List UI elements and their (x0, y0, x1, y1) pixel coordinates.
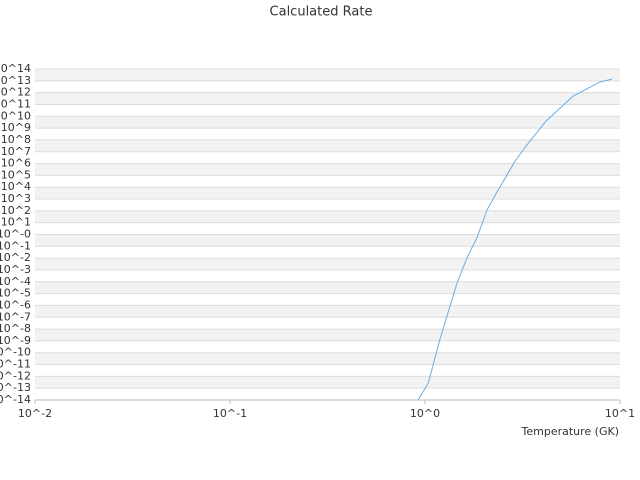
y-tick-label: 10^5 (1, 168, 31, 181)
y-tick-label: 10^-3 (0, 263, 31, 276)
y-tick-label: 10^-0 (0, 228, 31, 241)
grid-band (35, 139, 620, 152)
y-tick-label: 10^12 (0, 86, 31, 99)
y-tick-label: 10^1 (1, 216, 31, 229)
y-tick-label: 10^-14 (0, 393, 31, 406)
y-tick-label: 10^-7 (0, 310, 31, 323)
y-tick-label: 10^-12 (0, 369, 31, 382)
y-tick-label: 10^4 (1, 180, 31, 193)
x-tick-label: 10^-1 (213, 407, 247, 420)
x-axis-label: Temperature (GK) (521, 425, 620, 438)
y-tick-label: 10^-9 (0, 334, 31, 347)
grid-band (35, 352, 620, 365)
y-tick-label: 10^6 (1, 157, 31, 170)
grid-band (35, 92, 620, 105)
grid-band (35, 281, 620, 294)
grid-band (35, 163, 620, 176)
grid-band (35, 234, 620, 247)
y-tick-label: 10^-4 (0, 275, 31, 288)
grid-band (35, 187, 620, 200)
y-tick-label: 10^11 (0, 97, 31, 110)
chart-title: Calculated Rate (270, 5, 373, 20)
y-tick-label: 10^-6 (0, 298, 31, 311)
y-tick-label: 10^-10 (0, 346, 31, 359)
grid-bands (35, 69, 620, 389)
grid-band (35, 258, 620, 270)
grid-band (35, 116, 620, 129)
grid-band (35, 210, 620, 223)
x-tick-label: 10^-2 (18, 407, 52, 420)
y-tick-label: 10^14 (0, 62, 31, 75)
y-tick-label: 10^-8 (0, 322, 31, 335)
y-tick-label: 10^-13 (0, 381, 31, 394)
y-tick-label: 10^8 (1, 133, 31, 146)
grid-band (35, 329, 620, 341)
grid-band (35, 305, 620, 318)
y-tick-label: 10^-2 (0, 251, 31, 264)
grid-band (35, 69, 620, 81)
y-tick-label: 10^-11 (0, 358, 31, 371)
grid-band (35, 376, 620, 389)
x-tick-label: 10^1 (605, 407, 635, 420)
x-tick-label: 10^0 (410, 407, 440, 420)
y-tick-label: 10^13 (0, 74, 31, 87)
y-tick-label: 10^-5 (0, 287, 31, 300)
y-tick-label: 10^10 (0, 109, 31, 122)
data-line (417, 78, 613, 401)
y-tick-label: 10^9 (1, 121, 31, 134)
y-tick-label: 10^3 (1, 192, 31, 205)
y-tick-label: 10^7 (1, 145, 31, 158)
y-tick-label: 10^-1 (0, 239, 31, 252)
y-tick-label: 10^2 (1, 204, 31, 217)
